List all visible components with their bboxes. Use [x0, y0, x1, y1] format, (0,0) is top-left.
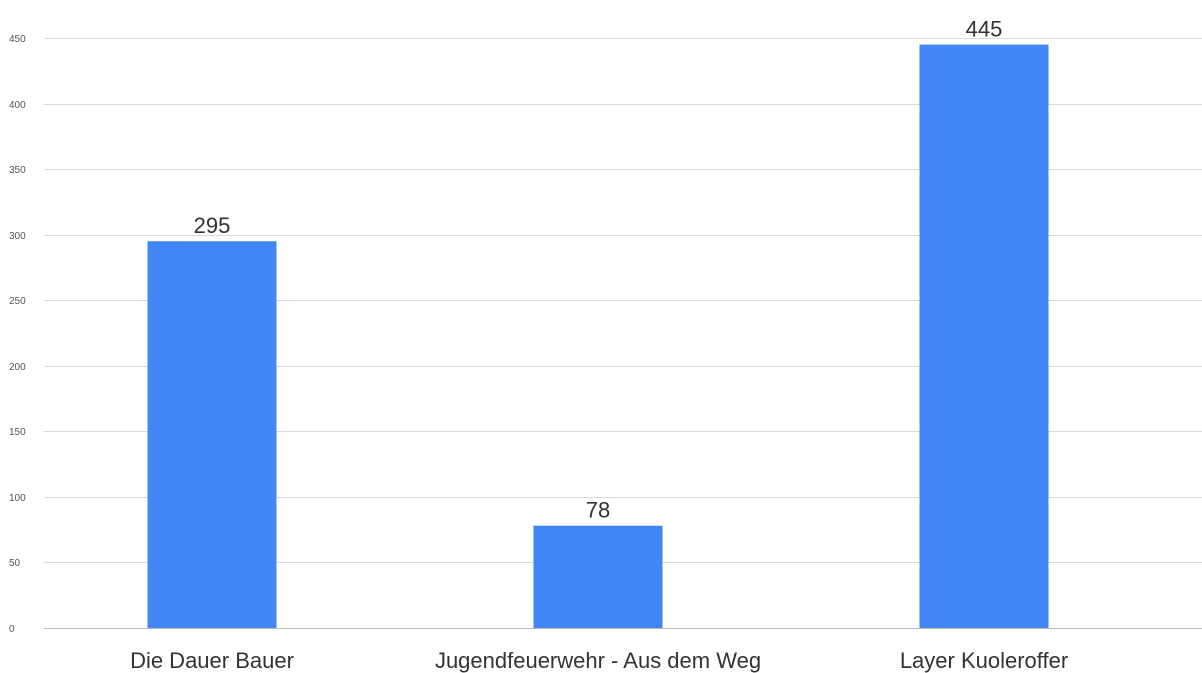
y-tick-label: 400: [9, 100, 26, 111]
bar: [919, 44, 1049, 629]
bar: [147, 241, 277, 628]
x-axis-ticks: Die Dauer Bauer Jugendfeuerwehr - Aus dem…: [130, 648, 1068, 673]
data-label: 78: [586, 498, 610, 523]
bars: [147, 44, 1049, 629]
x-tick-label: Die Dauer Bauer: [130, 648, 294, 673]
y-tick-label: 0: [9, 624, 15, 635]
y-tick-label: 200: [9, 362, 26, 373]
y-tick-label: 350: [9, 165, 26, 176]
y-axis-ticks: 0 50 100 150 200 250 300 350 400 450: [9, 34, 26, 635]
data-label: 295: [194, 213, 231, 238]
bar: [533, 525, 663, 628]
data-labels: 295 78 445: [194, 17, 1003, 523]
y-tick-label: 100: [9, 493, 26, 504]
x-tick-label: Layer Kuoleroffer: [900, 648, 1068, 673]
y-tick-label: 300: [9, 231, 26, 242]
x-tick-label: Jugendfeuerwehr - Aus dem Weg: [435, 648, 761, 673]
data-label: 445: [966, 17, 1003, 42]
y-tick-label: 250: [9, 296, 26, 307]
y-tick-label: 450: [9, 34, 26, 45]
y-tick-label: 50: [9, 558, 21, 569]
y-tick-label: 150: [9, 427, 26, 438]
